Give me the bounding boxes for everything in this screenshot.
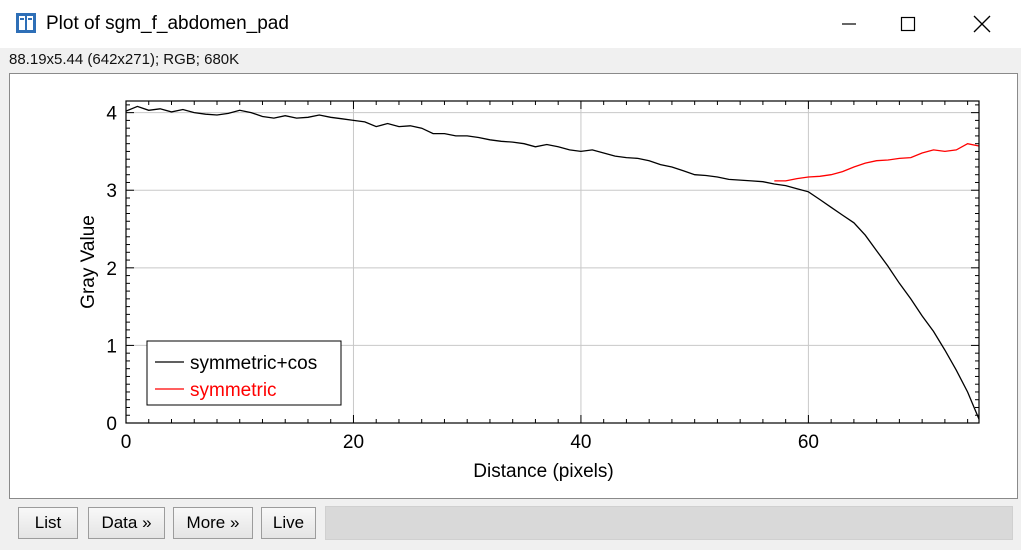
minimize-icon (842, 23, 856, 25)
legend-box (146, 340, 342, 406)
x-tick-label: 20 (343, 432, 364, 453)
y-tick-label: 3 (106, 181, 117, 202)
y-tick-label: 1 (106, 336, 117, 357)
x-tick-label: 40 (570, 432, 591, 453)
y-tick-label: 2 (106, 259, 117, 280)
image-info: 88.19x5.44 (642x271); RGB; 680K (9, 51, 240, 68)
maximize-button[interactable] (873, 0, 943, 48)
more-button[interactable]: More » (173, 507, 253, 539)
y-tick-label: 4 (106, 104, 117, 125)
title-bar: Plot of sgm_f_abdomen_pad (0, 0, 1021, 48)
legend-label-1: symmetric+cos (190, 353, 317, 374)
x-tick-label: 60 (798, 432, 819, 453)
minimize-button[interactable] (814, 0, 884, 48)
y-axis-label: Gray Value (78, 215, 99, 309)
close-icon (973, 15, 991, 33)
x-axis-label: Distance (pixels) (473, 461, 613, 482)
imagej-app-icon (16, 13, 36, 33)
line-chart: 0 20 40 60 0 1 2 3 4 Distance (pixels) Gray Value s… (78, 100, 980, 482)
data-button[interactable]: Data » (88, 507, 165, 539)
window-title: Plot of sgm_f_abdomen_pad (46, 13, 289, 34)
y-tick-label: 0 (106, 414, 117, 435)
maximize-icon (900, 16, 916, 32)
status-field (325, 506, 1013, 540)
series-line-1 (125, 105, 980, 420)
x-tick-label: 0 (121, 432, 132, 453)
plot-frame (125, 100, 980, 424)
plot-panel: 0 20 40 60 0 1 2 3 4 Distance (pixels) Gray Value s… (9, 73, 1018, 499)
list-button[interactable]: List (18, 507, 78, 539)
live-button[interactable]: Live (261, 507, 316, 539)
legend-label-2: symmetric (190, 380, 277, 401)
series-line-2 (774, 143, 980, 182)
close-button[interactable] (947, 0, 1017, 48)
